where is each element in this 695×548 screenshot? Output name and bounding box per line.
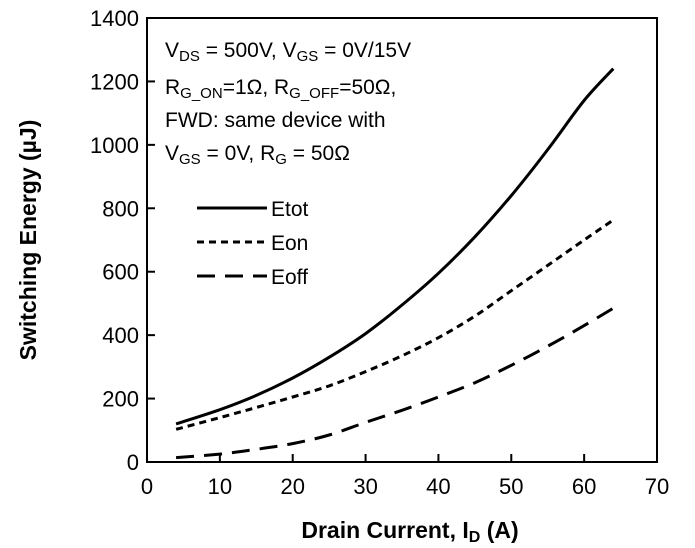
x-axis-title: Drain Current, ID (A)	[301, 517, 518, 546]
x-tick-label: 70	[645, 474, 669, 499]
legend-label-eon: Eon	[271, 232, 308, 255]
x-tick-label: 0	[141, 474, 153, 499]
y-tick-label: 1200	[90, 69, 139, 94]
axis-ticks	[146, 17, 658, 463]
x-tick-label: 40	[426, 474, 450, 499]
y-tick-label: 1000	[90, 133, 139, 158]
y-tick-label: 600	[102, 260, 139, 285]
plot-frame	[146, 17, 658, 463]
y-tick-label: 1400	[90, 6, 139, 31]
series-line-etot	[175, 67, 615, 426]
legend-label-eoff: Eoff	[271, 266, 308, 289]
x-tick-label: 10	[208, 474, 232, 499]
x-tick-label: 30	[353, 474, 377, 499]
annotation-line: VDS = 500V, VGS = 0V/15V	[165, 39, 411, 65]
x-tick-label: 60	[572, 474, 596, 499]
x-tick-label: 50	[499, 474, 523, 499]
chart-annotation: VDS = 500V, VGS = 0V/15V RG_ON=1Ω, RG_OFF…	[165, 39, 411, 168]
annotation-line: RG_ON=1Ω, RG_OFF=50Ω,	[165, 76, 396, 102]
y-tick-label: 400	[102, 323, 139, 348]
y-tick-label: 800	[102, 196, 139, 221]
x-tick-label: 20	[280, 474, 304, 499]
annotation-line: FWD: same device with	[165, 109, 386, 132]
annotation-line: VGS = 0V, RG = 50Ω	[165, 142, 350, 168]
series-line-eon	[175, 218, 615, 431]
y-axis-title: Switching Energy (µJ)	[15, 120, 41, 361]
series-lines	[175, 67, 615, 460]
chart-legend: Etot Eon Eoff	[197, 198, 309, 289]
series-line-eoff	[175, 306, 615, 460]
tick-labels: 0 10 20 30 40 50 60 70 0 200 400 600 800 1000 1200 1400	[90, 6, 669, 499]
y-tick-label: 0	[127, 450, 139, 475]
legend-label-etot: Etot	[271, 198, 309, 221]
y-tick-label: 200	[102, 387, 139, 412]
